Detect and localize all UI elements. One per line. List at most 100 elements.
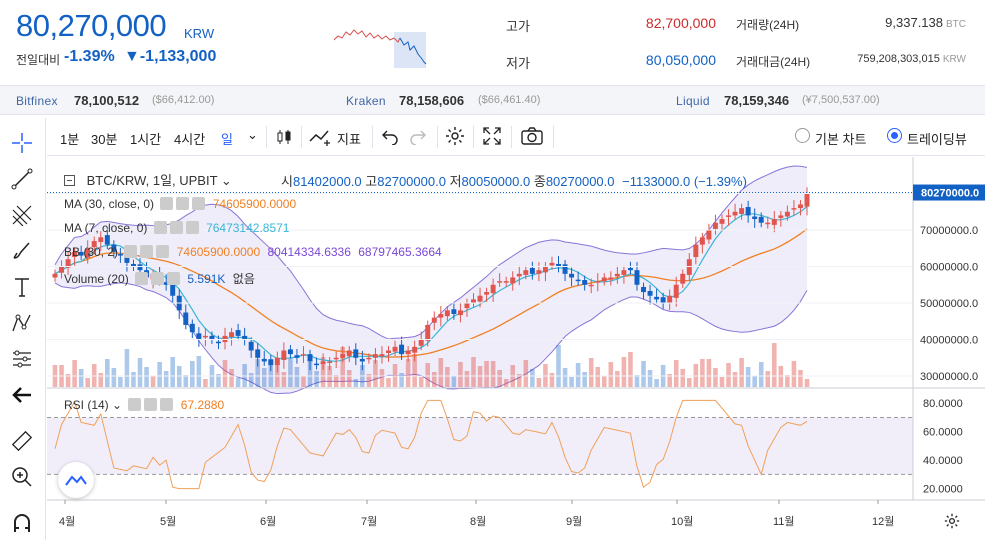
interval-30m[interactable]: 30분 <box>91 132 118 147</box>
volume-bar <box>647 370 653 387</box>
candle-body <box>333 357 339 360</box>
time-tick-label: 9월 <box>566 515 582 528</box>
symbol-chevron-down-icon[interactable]: ⌄ <box>217 173 232 188</box>
candle-body <box>758 216 764 223</box>
volume-bar <box>693 364 699 387</box>
redo-icon[interactable] <box>409 127 427 148</box>
settings-icon[interactable] <box>160 197 174 210</box>
ruler-icon[interactable] <box>7 426 37 456</box>
prediction-icon[interactable] <box>7 344 37 374</box>
indicators-icon[interactable] <box>309 127 333 150</box>
open-value: 81402000.0 <box>292 174 362 189</box>
brush-icon[interactable] <box>7 236 37 266</box>
interval-chevron-down-icon[interactable]: ⌄ <box>247 127 258 142</box>
ma30-legend[interactable]: MA (30, close, 0) 74605900.0000 <box>64 197 296 211</box>
close-icon[interactable] <box>160 398 174 411</box>
ma7-legend[interactable]: MA (7, close, 0) 76473142.8571 <box>64 221 289 235</box>
close-icon[interactable] <box>192 197 206 210</box>
eye-icon[interactable] <box>176 197 190 210</box>
volume-bar <box>562 368 568 387</box>
low-label: 저가 <box>506 56 530 71</box>
price-chart[interactable]: 70000000.0 60000000.0 50000000.0 40000000.0… <box>47 157 985 540</box>
tradingview-radio[interactable] <box>887 128 902 143</box>
volume-legend[interactable]: Volume (20) 5.591K 없음 <box>64 270 255 287</box>
candle-body <box>359 358 365 362</box>
settings-icon[interactable] <box>128 398 142 411</box>
text-tool-icon[interactable] <box>7 272 37 302</box>
candle-body <box>274 357 280 366</box>
volume-bar <box>497 370 502 387</box>
volume-bar <box>680 369 686 387</box>
undo-icon[interactable] <box>381 127 399 148</box>
interval-1h[interactable]: 1시간 <box>130 132 162 147</box>
eye-icon[interactable] <box>140 245 154 258</box>
candle-body <box>117 254 123 256</box>
camera-icon[interactable] <box>521 127 543 148</box>
candle-body <box>693 244 699 258</box>
chart-settings-gear-icon[interactable] <box>944 513 960 534</box>
volume-bar <box>726 363 731 387</box>
close-icon[interactable] <box>156 245 170 258</box>
candle-body <box>202 335 208 338</box>
volume-bar <box>157 362 162 387</box>
eye-icon[interactable] <box>169 221 183 234</box>
ma7-value: 76473142.8571 <box>206 221 290 235</box>
zoom-in-icon[interactable] <box>7 462 37 492</box>
symbol-label[interactable]: BTC/KRW, 1일, UPBIT <box>86 173 218 188</box>
magnet-icon[interactable] <box>7 508 37 538</box>
candle-body <box>719 219 725 224</box>
basic-chart-radio[interactable] <box>795 128 810 143</box>
settings-icon[interactable] <box>153 221 167 234</box>
indicators-button[interactable]: 지표 <box>337 132 361 147</box>
time-tick-label: 10월 <box>671 515 693 528</box>
rsi-tick-label: 40.0000 <box>923 455 963 467</box>
arrow-left-icon[interactable] <box>7 380 37 410</box>
volume-bar <box>569 377 574 387</box>
price-tick-label: 70000000.0 <box>920 225 978 237</box>
pattern-icon[interactable] <box>7 308 37 338</box>
basic-chart-label[interactable]: 기본 차트 <box>815 132 867 147</box>
candle-body <box>497 281 503 283</box>
close-icon[interactable] <box>185 221 199 234</box>
collapse-icon[interactable] <box>64 175 75 186</box>
candle-body <box>261 358 267 362</box>
candlestick-type-icon[interactable] <box>275 128 293 149</box>
tradingview-label[interactable]: 트레이딩뷰 <box>907 132 967 147</box>
rsi-legend[interactable]: RSI (14) ⌄ 67.2880 <box>64 398 224 412</box>
volume-bar <box>366 374 372 387</box>
pitchfork-icon[interactable] <box>7 200 37 230</box>
rsi-chevron-down-icon[interactable]: ⌄ <box>108 398 123 412</box>
candle-body <box>268 359 274 366</box>
volume-bar <box>65 374 71 387</box>
settings-icon[interactable] <box>124 245 138 258</box>
candle-body <box>510 277 516 284</box>
volume-bar <box>333 375 339 387</box>
eye-icon[interactable] <box>151 272 165 285</box>
candle-body <box>392 346 398 352</box>
volume-bar <box>235 378 241 387</box>
crosshair-icon[interactable] <box>7 128 37 158</box>
interval-1d[interactable]: 일 <box>221 132 233 147</box>
settings-gear-icon[interactable] <box>445 126 465 149</box>
eye-icon[interactable] <box>144 398 158 411</box>
candle-body <box>229 332 235 337</box>
candle-body <box>52 273 58 278</box>
time-tick-label: 6월 <box>260 515 276 528</box>
volume-bar <box>392 364 398 387</box>
trend-line-icon[interactable] <box>7 164 37 194</box>
fullscreen-icon[interactable] <box>483 127 501 148</box>
candle-body <box>536 270 542 274</box>
volume-bar <box>745 367 751 387</box>
mini-price-chart <box>334 29 427 68</box>
close-icon[interactable] <box>167 272 181 285</box>
last-price-tag <box>913 184 985 201</box>
price-unit: KRW <box>184 26 215 41</box>
interval-4h[interactable]: 4시간 <box>174 132 206 147</box>
candle-body <box>464 303 470 309</box>
settings-icon[interactable] <box>135 272 149 285</box>
tradingview-logo[interactable] <box>58 462 94 498</box>
bb-legend[interactable]: BB (30, 2) 74605900.0000 80414334.6336 6… <box>64 245 442 259</box>
candle-body <box>516 273 522 277</box>
divider <box>437 126 438 148</box>
interval-1m[interactable]: 1분 <box>60 132 80 147</box>
